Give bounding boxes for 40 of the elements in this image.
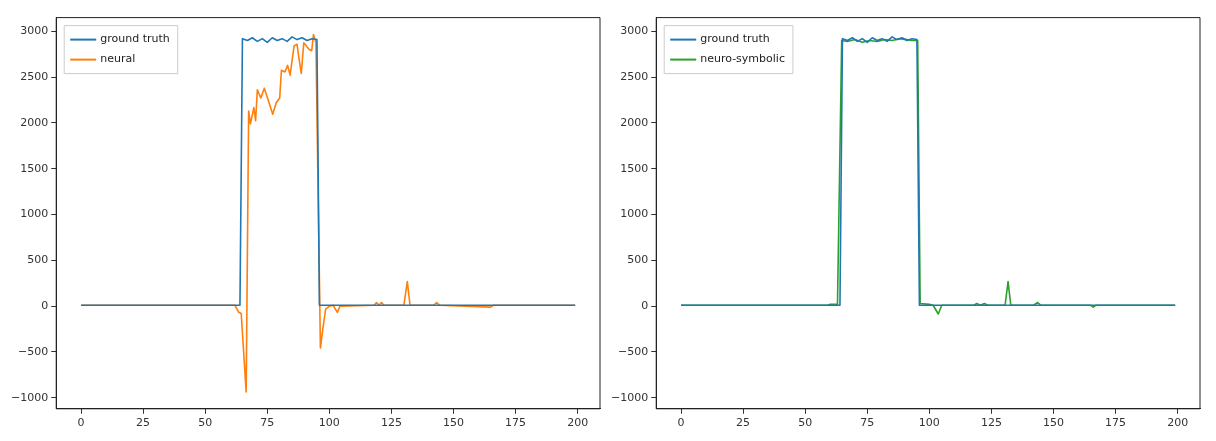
x-tick-label: 200 bbox=[567, 416, 589, 430]
x-tick-label: 0 bbox=[77, 416, 85, 430]
x-tick-label: 125 bbox=[380, 416, 402, 430]
y-tick-label: −1000 bbox=[10, 390, 49, 404]
y-tick-label: 2000 bbox=[620, 115, 649, 129]
x-tick-label: 75 bbox=[860, 416, 875, 430]
x-tick-label: 175 bbox=[505, 416, 527, 430]
x-tick-label: 150 bbox=[443, 416, 464, 430]
y-tick-label: 3000 bbox=[620, 24, 649, 38]
y-tick-label: 1000 bbox=[620, 207, 649, 221]
x-tick-label: 150 bbox=[1043, 416, 1064, 430]
y-tick-label: 1500 bbox=[620, 161, 649, 175]
y-tick-label: 1500 bbox=[20, 161, 49, 175]
x-tick-label: 0 bbox=[677, 416, 685, 430]
y-tick-label: 2500 bbox=[620, 70, 649, 84]
y-tick-label: −500 bbox=[617, 344, 649, 358]
x-tick-label: 25 bbox=[136, 416, 151, 430]
x-tick-label: 200 bbox=[1167, 416, 1189, 430]
y-tick-label: 3000 bbox=[20, 24, 49, 38]
y-tick-label: 2000 bbox=[20, 115, 49, 129]
x-tick-label: 75 bbox=[260, 416, 275, 430]
y-tick-label: 500 bbox=[27, 253, 49, 267]
y-tick-label: 0 bbox=[41, 299, 49, 313]
legend-label: ground truth bbox=[100, 32, 170, 46]
legend-label: neuro-symbolic bbox=[700, 52, 785, 66]
legend-label: neural bbox=[100, 52, 136, 66]
y-tick-label: 500 bbox=[627, 253, 649, 267]
y-tick-label: −500 bbox=[17, 344, 49, 358]
x-tick-label: 25 bbox=[736, 416, 751, 430]
x-tick-label: 100 bbox=[318, 416, 340, 430]
y-tick-label: −1000 bbox=[610, 390, 649, 404]
y-tick-label: 0 bbox=[641, 299, 649, 313]
x-tick-label: 100 bbox=[918, 416, 940, 430]
x-tick-label: 175 bbox=[1105, 416, 1127, 430]
x-tick-label: 50 bbox=[798, 416, 813, 430]
x-tick-label: 125 bbox=[980, 416, 1002, 430]
y-tick-label: 2500 bbox=[20, 70, 49, 84]
y-tick-label: 1000 bbox=[20, 207, 49, 221]
x-tick-label: 50 bbox=[198, 416, 213, 430]
legend-label: ground truth bbox=[700, 32, 770, 46]
